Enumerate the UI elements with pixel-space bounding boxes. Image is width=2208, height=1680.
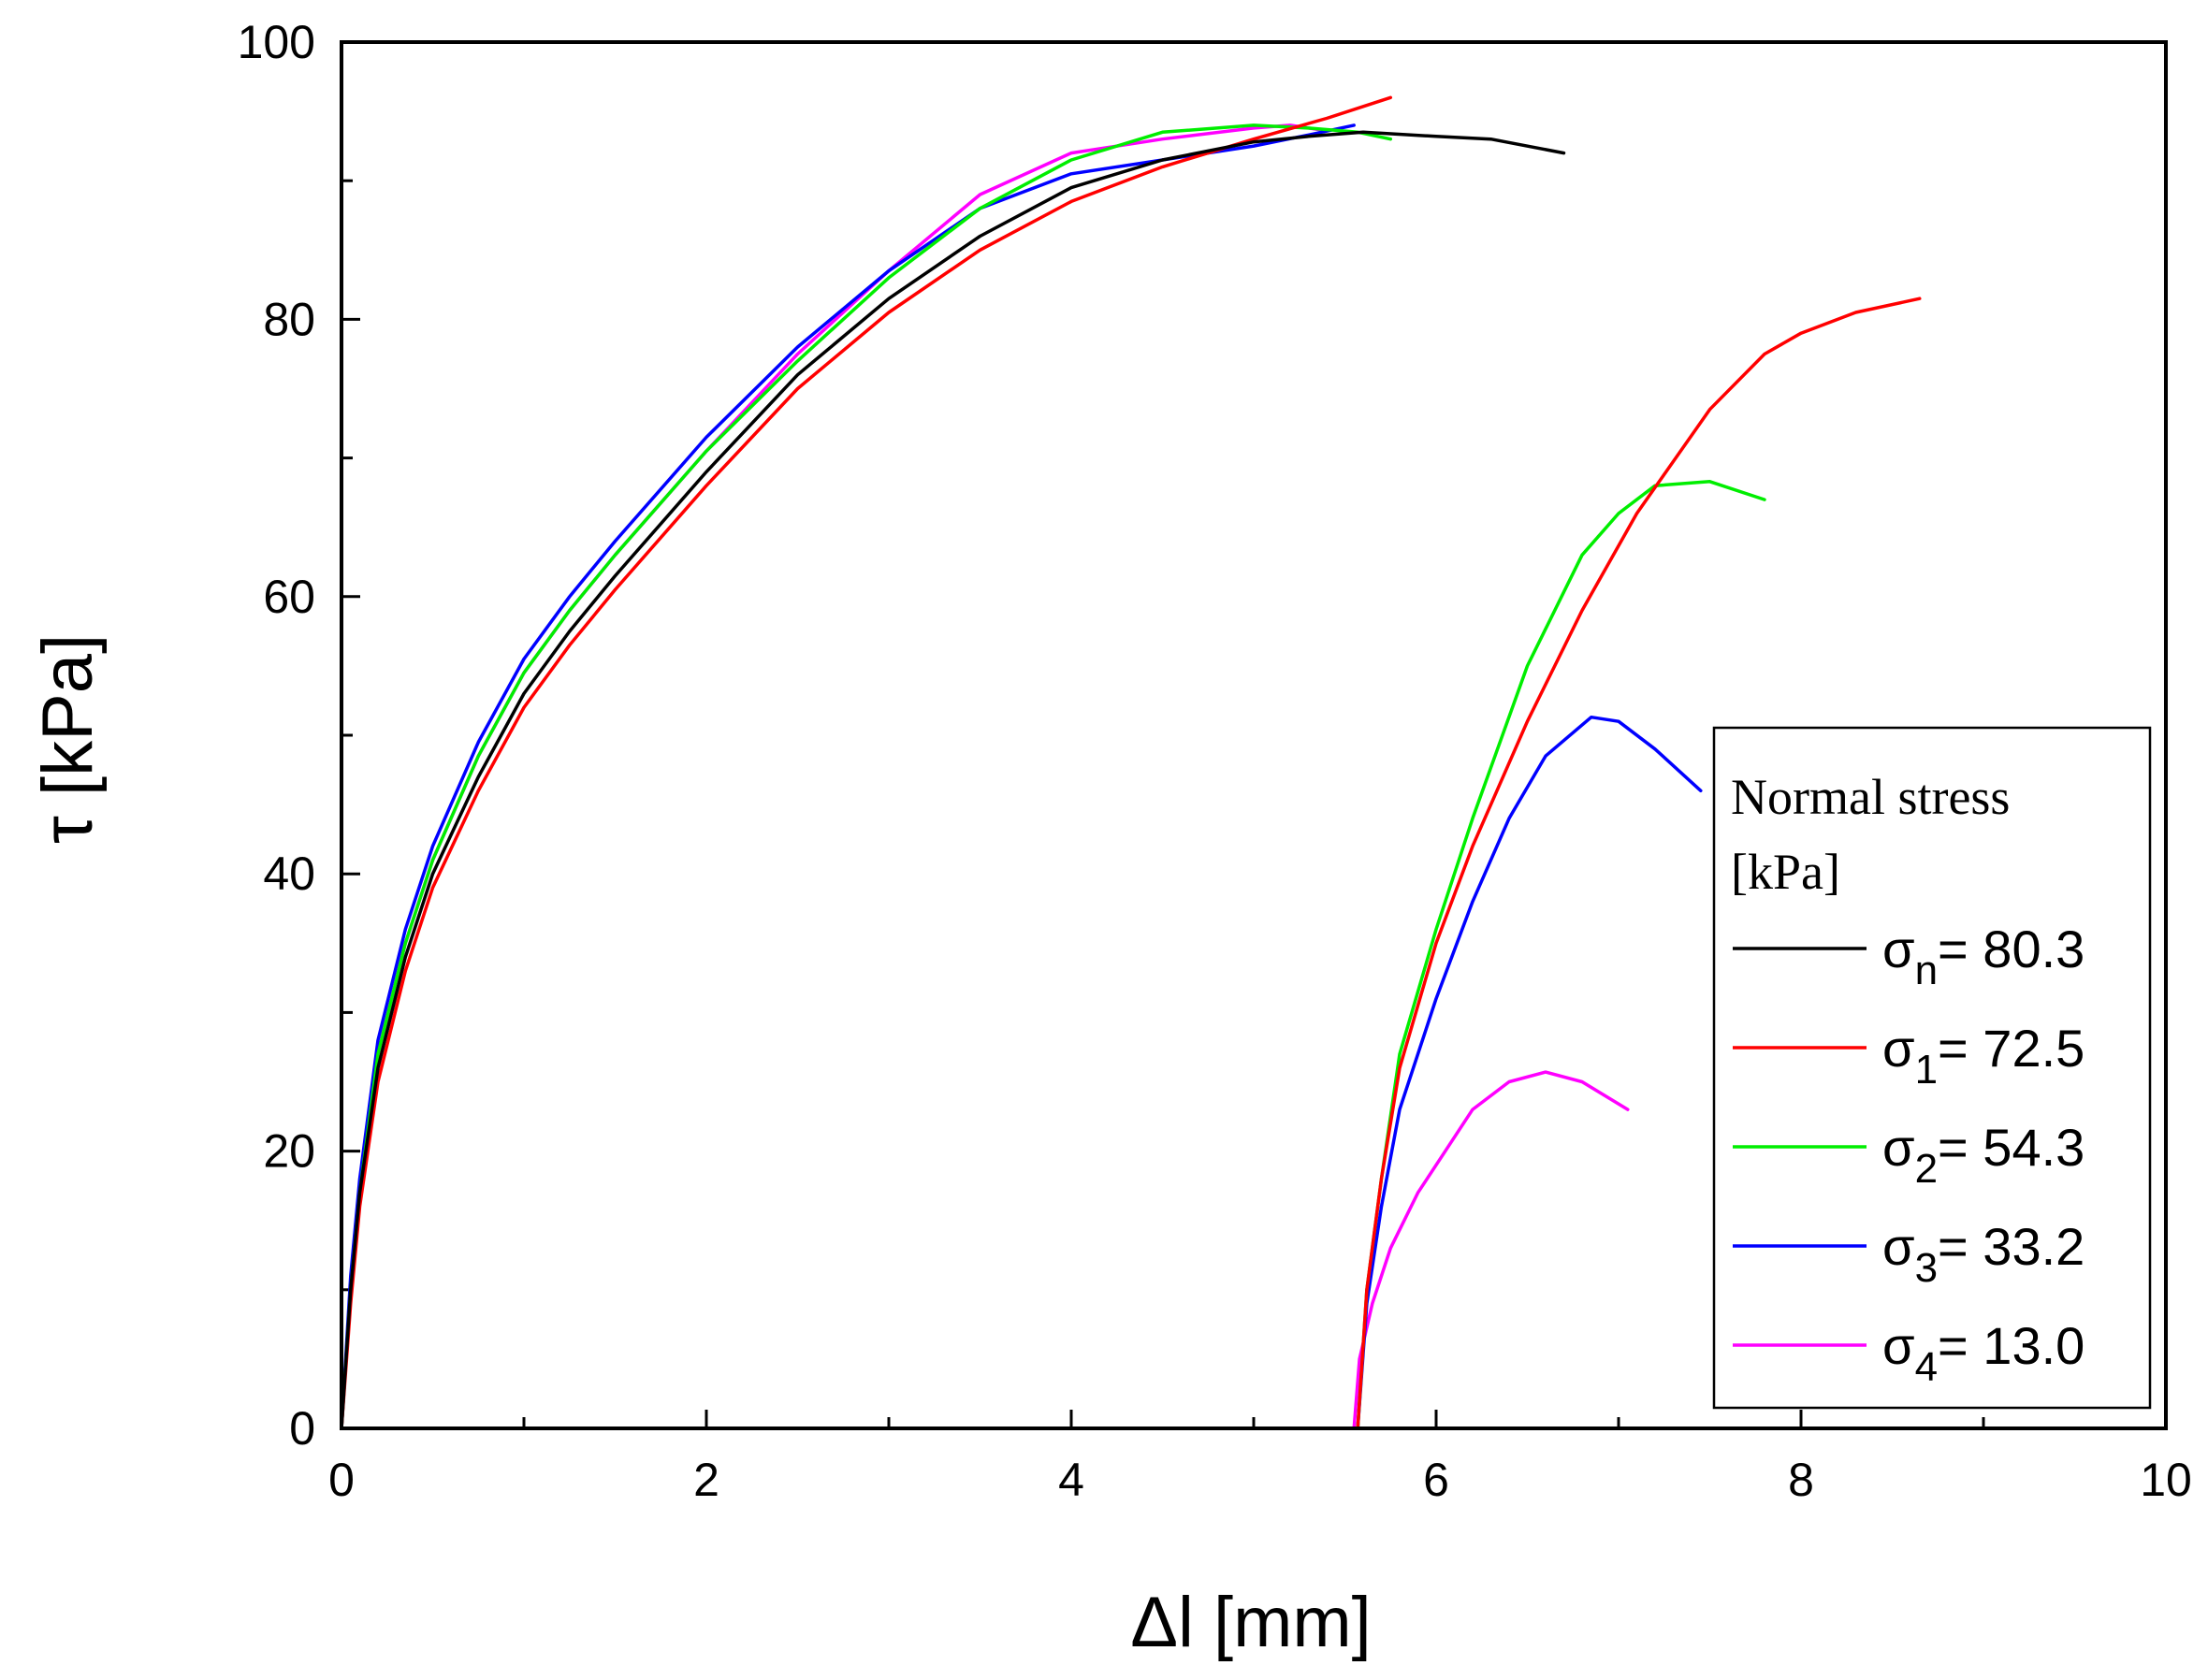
x-tick-label: 6 xyxy=(1423,1454,1449,1506)
legend-symbol: σ xyxy=(1882,1019,1915,1078)
legend-subscript: 2 xyxy=(1915,1146,1938,1192)
y-axis-title: τ [kPa] xyxy=(28,634,108,844)
y-tick-label: 40 xyxy=(263,847,315,900)
legend-label: σ1= 72.5 xyxy=(1882,1019,2085,1093)
x-tick-label: 4 xyxy=(1058,1454,1084,1506)
x-axis-title: Δl [mm] xyxy=(1130,1583,1372,1662)
lines-layer xyxy=(340,95,1922,1430)
legend-label: σn= 80.3 xyxy=(1882,920,2085,993)
legend-subscript: 3 xyxy=(1915,1245,1938,1291)
legend-title-line2: [kPa] xyxy=(1731,844,1840,900)
legend-value: = 72.5 xyxy=(1938,1019,2085,1078)
legend-subscript: 1 xyxy=(1915,1047,1938,1093)
legend-label: σ3= 33.2 xyxy=(1882,1217,2085,1291)
series-line-n xyxy=(340,130,1566,1430)
x-tick-label: 10 xyxy=(2140,1454,2192,1506)
legend-title-line1: Normal stress xyxy=(1731,769,2010,825)
legend-symbol: σ xyxy=(1882,920,1915,978)
x-tick-label: 8 xyxy=(1788,1454,1814,1506)
x-tick-label: 0 xyxy=(328,1454,355,1506)
plot-frame xyxy=(340,40,2168,1430)
legend-entries: σn= 80.3σ1= 72.5σ2= 54.3σ3= 33.2σ4= 13.0 xyxy=(1733,920,2085,1390)
y-tick-label: 100 xyxy=(238,16,315,68)
y-tick-label: 80 xyxy=(263,293,315,345)
legend-value: = 54.3 xyxy=(1938,1118,2085,1177)
legend-label: σ2= 54.3 xyxy=(1882,1118,2085,1192)
legend-box xyxy=(1712,726,2152,1410)
legend-symbol: σ xyxy=(1882,1316,1915,1375)
legend: Normal stress [kPa] σn= 80.3σ1= 72.5σ2= … xyxy=(1712,726,2152,1410)
legend-label: σ4= 13.0 xyxy=(1882,1316,2085,1390)
legend-symbol: σ xyxy=(1882,1118,1915,1177)
y-tick-label: 60 xyxy=(263,571,315,623)
legend-value: = 13.0 xyxy=(1938,1316,2085,1375)
y-tick-label: 20 xyxy=(263,1125,315,1178)
series-line-1 xyxy=(340,95,1922,1430)
legend-value: = 80.3 xyxy=(1938,920,2085,978)
x-tick-label: 2 xyxy=(693,1454,719,1506)
legend-symbol: σ xyxy=(1882,1217,1915,1276)
y-tick-label: 0 xyxy=(289,1402,315,1455)
legend-value: = 33.2 xyxy=(1938,1217,2085,1276)
legend-subscript: 4 xyxy=(1915,1344,1938,1390)
legend-subscript: n xyxy=(1915,948,1938,993)
